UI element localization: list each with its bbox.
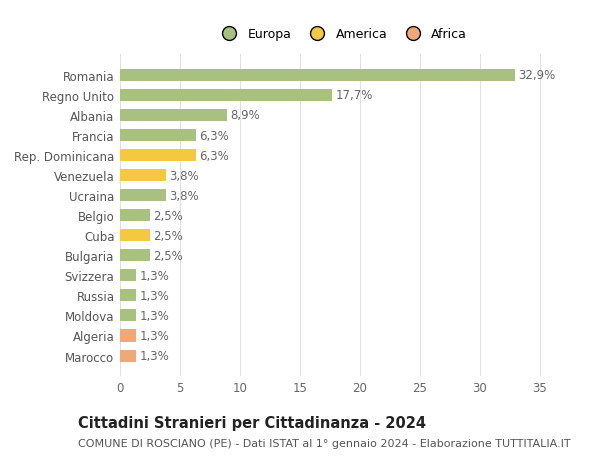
Text: 2,5%: 2,5% [154,229,184,242]
Bar [120,250,150,262]
Bar [120,270,136,282]
Text: 1,3%: 1,3% [139,349,169,362]
Bar [120,350,136,362]
Text: 8,9%: 8,9% [230,109,260,122]
Text: 1,3%: 1,3% [139,329,169,342]
Text: 6,3%: 6,3% [199,129,229,142]
Bar [120,130,196,142]
Bar [120,330,136,342]
Bar [120,230,150,242]
Bar [120,150,196,162]
Text: 2,5%: 2,5% [154,249,184,262]
Text: 1,3%: 1,3% [139,309,169,322]
Bar [120,170,166,182]
Text: 1,3%: 1,3% [139,269,169,282]
Text: 3,8%: 3,8% [169,189,199,202]
Bar [120,110,227,122]
Text: 3,8%: 3,8% [169,169,199,182]
Bar [120,210,150,222]
Text: Cittadini Stranieri per Cittadinanza - 2024: Cittadini Stranieri per Cittadinanza - 2… [78,415,426,431]
Bar [120,90,332,102]
Legend: Europa, America, Africa: Europa, America, Africa [212,23,472,46]
Text: 17,7%: 17,7% [336,89,373,102]
Bar [120,70,515,82]
Text: 32,9%: 32,9% [518,69,556,82]
Text: 2,5%: 2,5% [154,209,184,222]
Bar [120,190,166,202]
Bar [120,290,136,302]
Text: 1,3%: 1,3% [139,289,169,302]
Text: COMUNE DI ROSCIANO (PE) - Dati ISTAT al 1° gennaio 2024 - Elaborazione TUTTITALI: COMUNE DI ROSCIANO (PE) - Dati ISTAT al … [78,438,571,448]
Text: 6,3%: 6,3% [199,149,229,162]
Bar [120,310,136,322]
